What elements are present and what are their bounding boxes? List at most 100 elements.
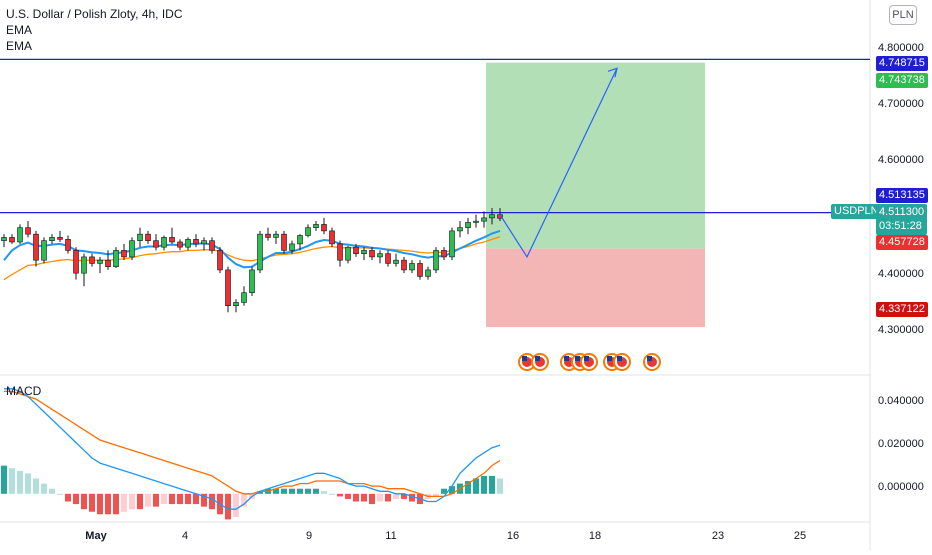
candle [73, 250, 79, 274]
macd-histogram-bar [281, 488, 287, 494]
macd-histogram-bar [33, 478, 39, 494]
macd-signal-line [4, 390, 501, 498]
candle [265, 233, 271, 238]
date-tick: 4 [181, 530, 189, 542]
macd-histogram-bar [97, 493, 103, 515]
macd-histogram-bar [65, 493, 71, 502]
macd-histogram-bar [377, 493, 383, 502]
flag-canton-icon [607, 356, 612, 361]
candle [449, 230, 455, 258]
flag-canton-icon [564, 356, 569, 361]
candle [137, 233, 143, 241]
candle [297, 235, 303, 245]
candle [329, 230, 335, 245]
macd-histogram-bar [105, 493, 111, 515]
symbol-title: U.S. Dollar / Polish Zloty, 4h, IDC [6, 7, 183, 21]
macd-histogram-bar [185, 493, 191, 505]
candle [217, 250, 223, 271]
candle [169, 237, 175, 243]
currency-button[interactable]: PLN [889, 5, 917, 25]
macd-histogram-bar [153, 493, 159, 507]
candle [145, 233, 151, 241]
candle [49, 237, 55, 241]
candle [401, 259, 407, 271]
macd-histogram-bar [337, 493, 343, 497]
hline-top-tag: 4.748715 [876, 56, 928, 71]
candle [17, 227, 23, 243]
candle [57, 237, 63, 240]
price-tick: 4.400000 [878, 268, 924, 280]
flag-canton-icon [617, 356, 622, 361]
candle [241, 292, 247, 303]
candle [337, 243, 343, 261]
ema-label-1[interactable]: EMA [6, 23, 33, 37]
macd-histogram-bar [313, 488, 319, 494]
macd-histogram-bar [25, 473, 31, 494]
macd-histogram-bar [89, 493, 95, 512]
candle [457, 227, 463, 232]
price-tick: 4.300000 [878, 324, 924, 336]
date-tick: 11 [385, 530, 397, 542]
candle [201, 240, 207, 245]
flag-canton-icon [535, 356, 540, 361]
macd-histogram-bar [257, 491, 263, 494]
chart-legend: U.S. Dollar / Polish Zloty, 4h, IDC EMA … [6, 6, 183, 54]
macd-label[interactable]: MACD [6, 384, 42, 398]
candle [185, 239, 191, 248]
candle [369, 250, 375, 258]
macd-histogram-bar [305, 488, 311, 494]
candle [89, 256, 95, 264]
candle [441, 250, 447, 258]
macd-histogram-bar [9, 468, 15, 494]
candle [385, 253, 391, 264]
candle [289, 243, 295, 251]
macd-histogram-bar [121, 493, 127, 512]
candle [81, 256, 87, 274]
macd-histogram-bar [473, 478, 479, 494]
candle [249, 269, 255, 293]
macd-histogram-bar [465, 481, 471, 494]
price-tick: 4.700000 [878, 98, 924, 110]
macd-histogram-bar [177, 493, 183, 505]
candle [33, 233, 39, 261]
flag-canton-icon [522, 356, 527, 361]
candle [97, 259, 103, 264]
candle [257, 233, 263, 271]
bar-countdown: 03:51:28 [879, 220, 922, 232]
candle [409, 263, 415, 271]
flag-canton-icon [575, 356, 580, 361]
profit-zone[interactable] [486, 62, 705, 249]
candle [273, 233, 279, 238]
macd-histogram-bar [409, 493, 415, 502]
target-price-tag: 4.743738 [876, 73, 928, 88]
macd-line [4, 388, 501, 510]
ema-label-2[interactable]: EMA [6, 39, 33, 53]
macd-histogram-bar [489, 475, 495, 494]
stop-zone-top-tag: 4.457728 [876, 235, 928, 250]
date-tick: 23 [711, 530, 725, 542]
candle [1, 237, 7, 241]
macd-histogram-bar [329, 493, 335, 495]
candle [177, 241, 183, 248]
macd-histogram-bar [137, 493, 143, 510]
candle [225, 269, 231, 307]
candle [25, 227, 31, 235]
macd-histogram-bar [385, 493, 391, 502]
projection-arrowhead [607, 67, 618, 78]
macd-histogram-bar [49, 488, 55, 494]
candle [9, 237, 15, 243]
flag-canton-icon [584, 356, 589, 361]
macd-histogram-bar [353, 493, 359, 502]
macd-histogram-bar [273, 488, 279, 494]
stop-zone[interactable] [486, 248, 705, 328]
candle [321, 224, 327, 232]
macd-histogram-bar [201, 493, 207, 507]
projection-path[interactable] [499, 68, 618, 259]
date-tick: 25 [793, 530, 807, 542]
date-tick: 18 [588, 530, 602, 542]
macd-histogram-bar [297, 488, 303, 494]
current-price-tag: 4.511300 03:51:28 [876, 204, 928, 235]
candle [473, 220, 479, 223]
